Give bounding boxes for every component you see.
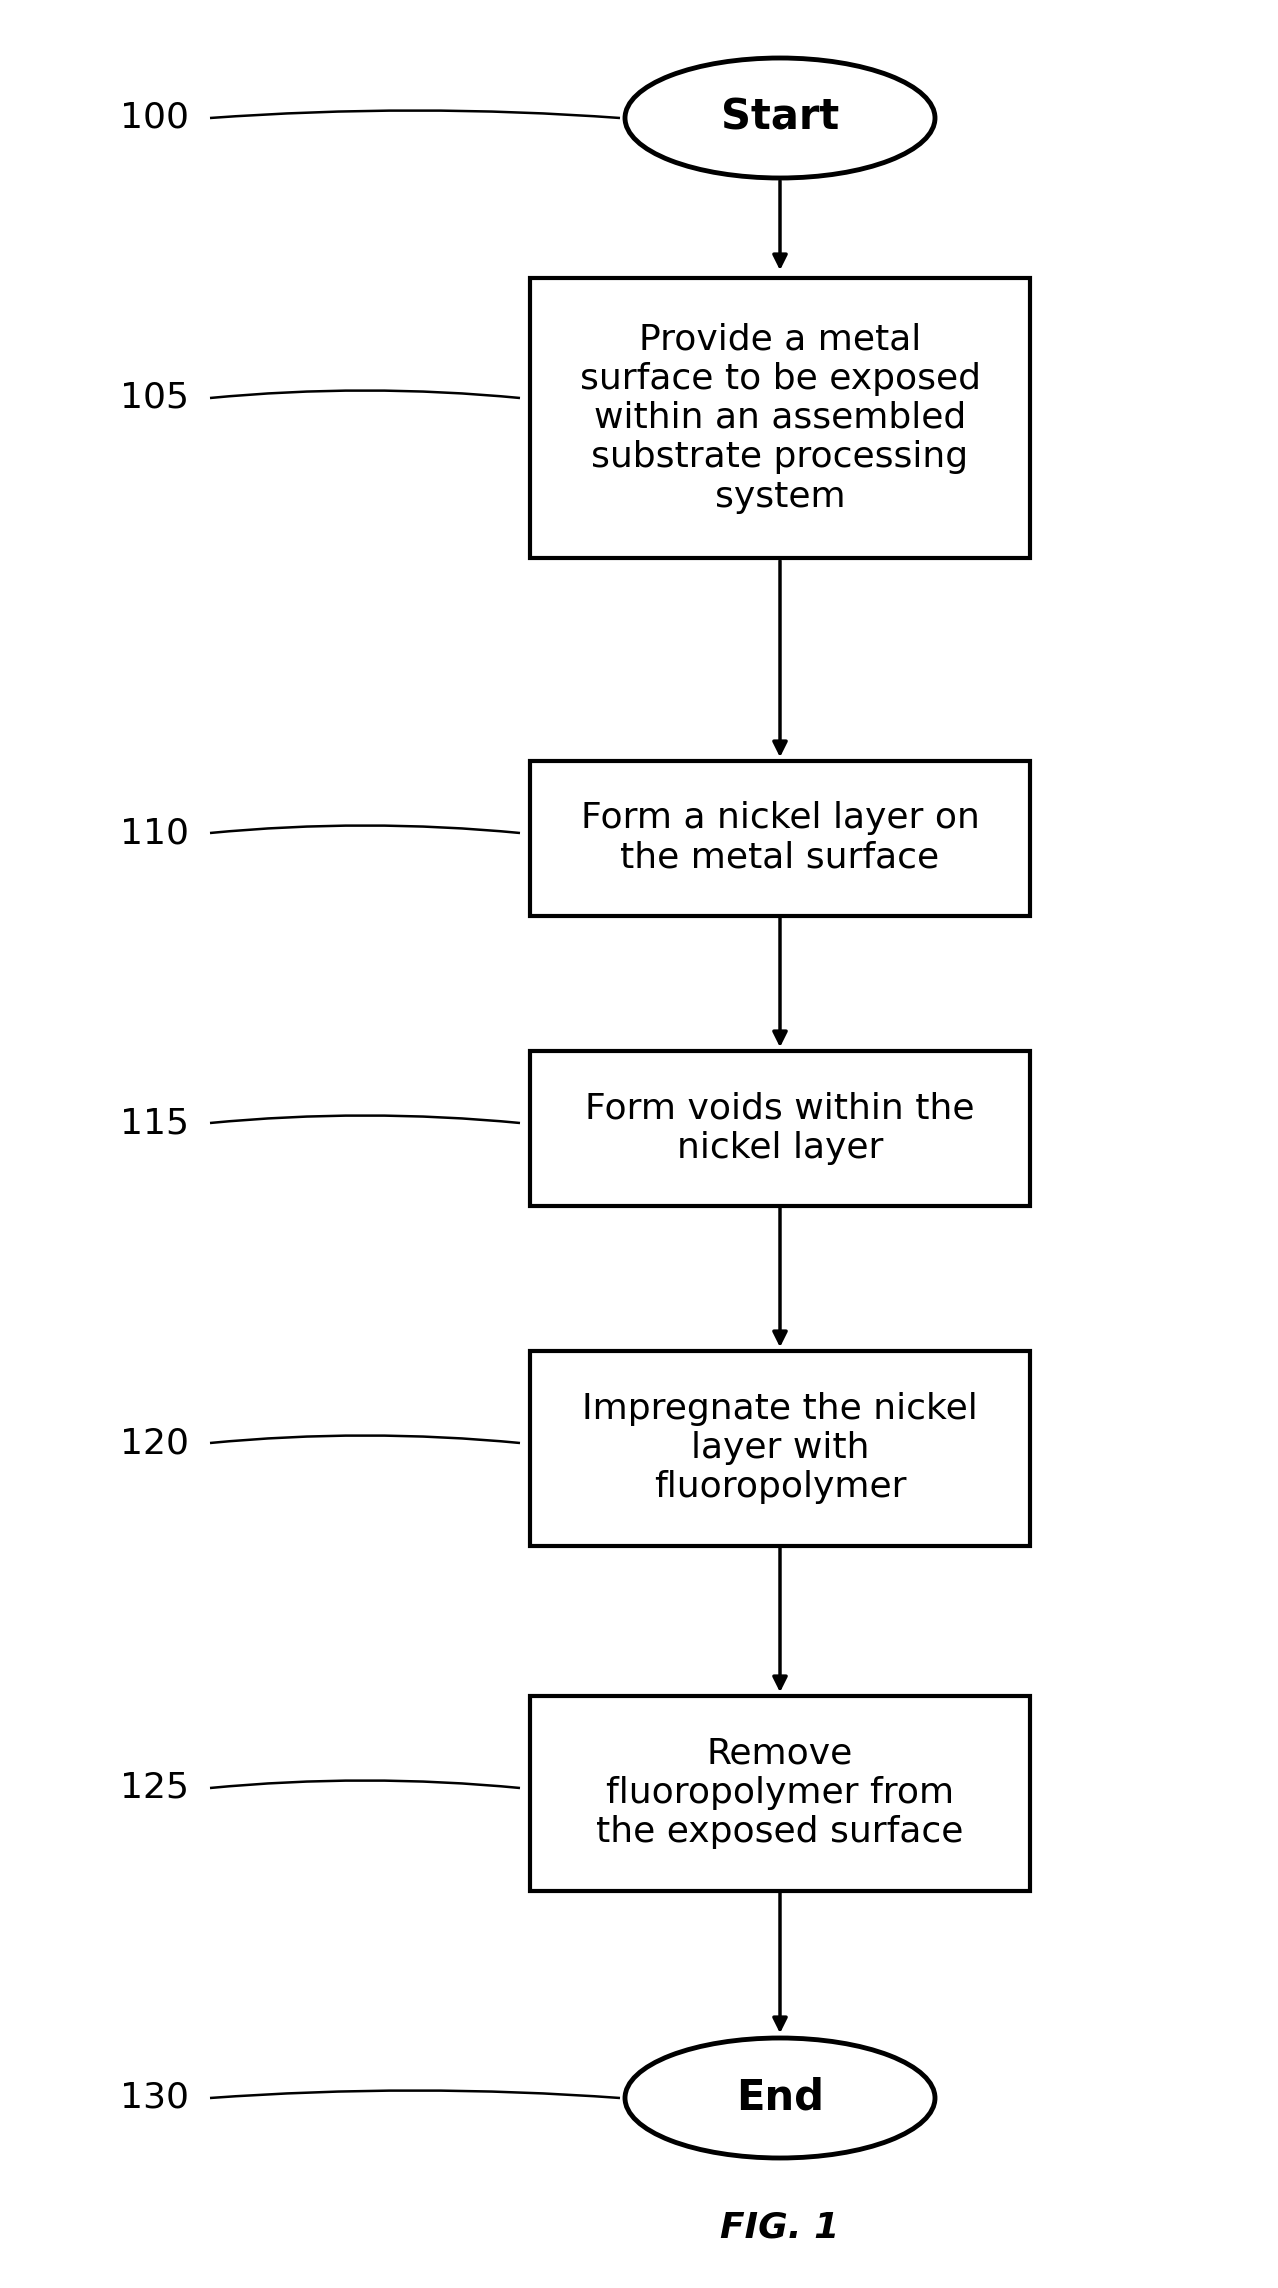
Text: 105: 105: [120, 382, 189, 414]
Text: Remove
fluoropolymer from
the exposed surface: Remove fluoropolymer from the exposed su…: [597, 1737, 964, 1849]
Ellipse shape: [625, 57, 935, 178]
Text: 130: 130: [120, 2082, 189, 2114]
Text: 100: 100: [120, 101, 189, 135]
Text: Provide a metal
surface to be exposed
within an assembled
substrate processing
s: Provide a metal surface to be exposed wi…: [579, 323, 980, 515]
Ellipse shape: [625, 2039, 935, 2158]
FancyBboxPatch shape: [530, 279, 1030, 558]
Text: Impregnate the nickel
layer with
fluoropolymer: Impregnate the nickel layer with fluorop…: [581, 1391, 978, 1506]
FancyBboxPatch shape: [530, 1050, 1030, 1206]
FancyBboxPatch shape: [530, 1350, 1030, 1544]
Text: FIG. 1: FIG. 1: [721, 2210, 840, 2245]
Text: Form voids within the
nickel layer: Form voids within the nickel layer: [585, 1091, 975, 1165]
FancyBboxPatch shape: [530, 1695, 1030, 1890]
Text: Start: Start: [721, 96, 840, 140]
FancyBboxPatch shape: [530, 760, 1030, 915]
Text: 110: 110: [120, 817, 189, 851]
Text: 115: 115: [120, 1105, 189, 1139]
Text: 120: 120: [120, 1425, 189, 1460]
Text: 125: 125: [120, 1771, 189, 1805]
Text: End: End: [736, 2078, 824, 2119]
Text: Form a nickel layer on
the metal surface: Form a nickel layer on the metal surface: [580, 801, 979, 874]
